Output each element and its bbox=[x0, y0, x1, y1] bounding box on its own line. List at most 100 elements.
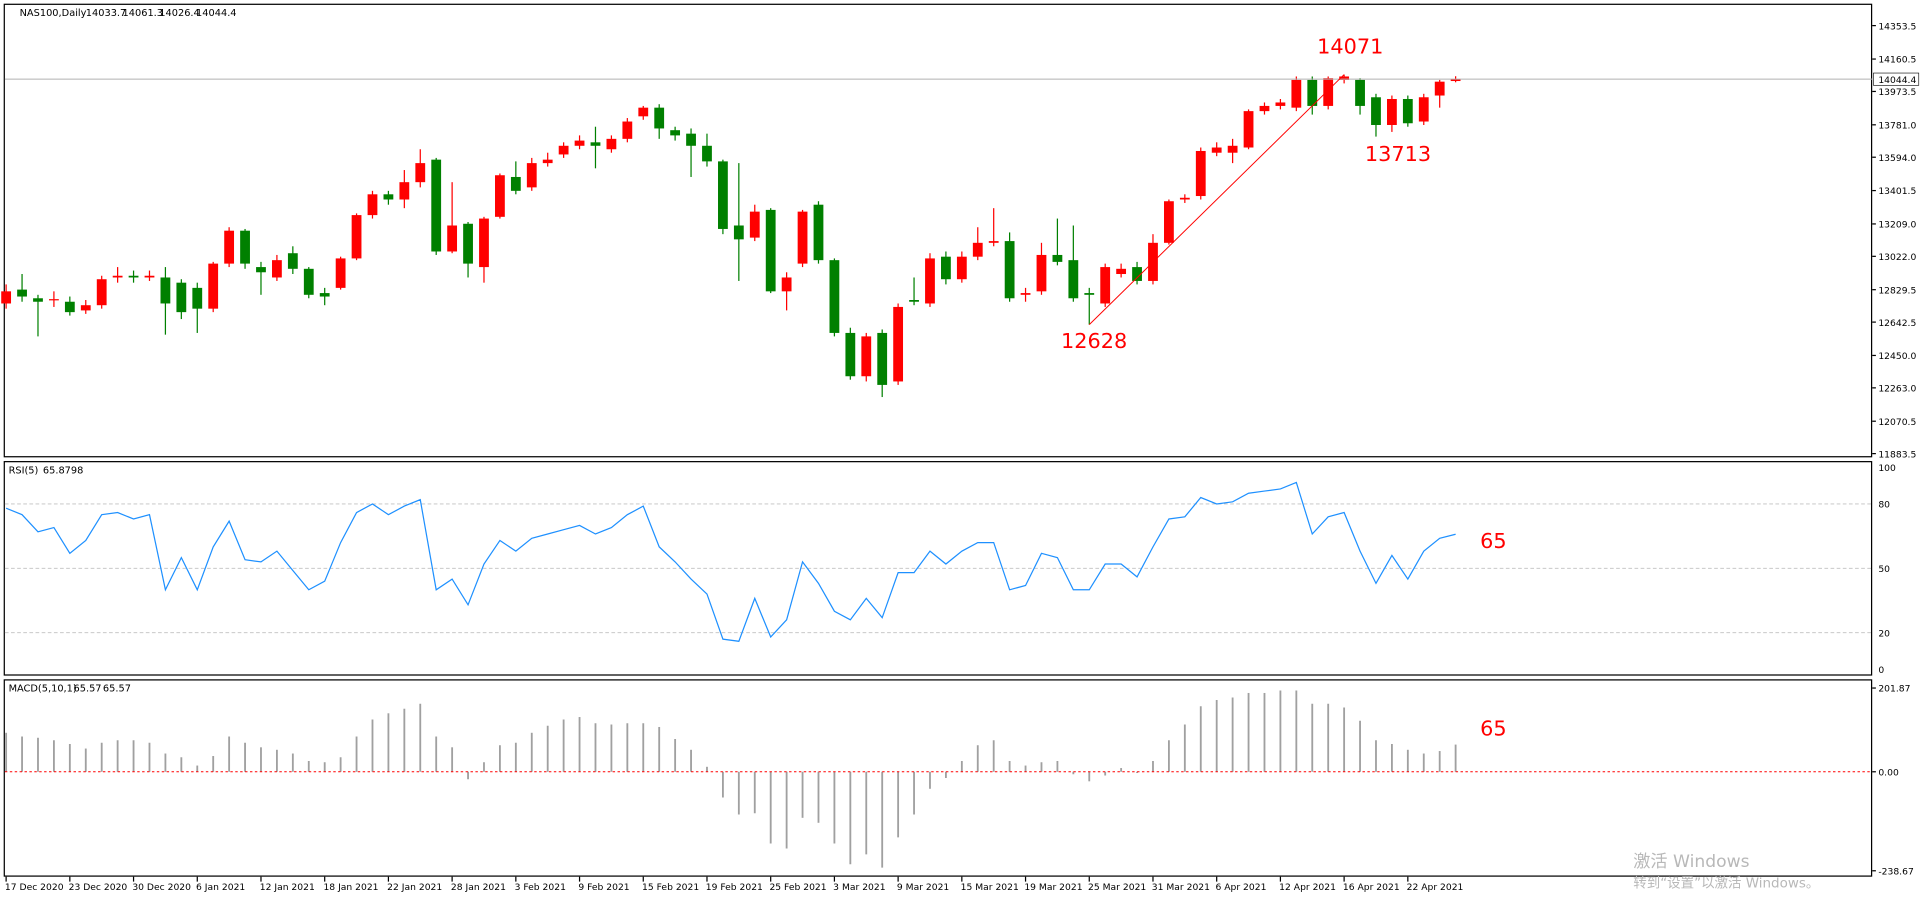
current-price-label: 14044.4 bbox=[1878, 75, 1916, 86]
macd-tick-label: 201.87 bbox=[1878, 684, 1910, 695]
candle-body bbox=[1418, 97, 1429, 122]
candle-body bbox=[941, 256, 951, 280]
candle-body bbox=[558, 145, 569, 155]
candle-body bbox=[1402, 98, 1413, 124]
candle-body bbox=[272, 260, 282, 278]
candle-body bbox=[893, 306, 904, 382]
y-tick-label: 14353.5 bbox=[1878, 21, 1916, 32]
candle-body bbox=[956, 256, 967, 280]
macd-name: MACD(5,10,1) bbox=[9, 684, 77, 695]
rsi-value: 65.8798 bbox=[43, 465, 84, 476]
candle-body bbox=[510, 176, 521, 191]
candle-body bbox=[1195, 150, 1206, 197]
candle-body bbox=[654, 107, 665, 129]
candle-body bbox=[160, 277, 171, 304]
candle-body bbox=[829, 260, 840, 333]
y-tick-label: 14160.5 bbox=[1878, 55, 1916, 66]
ohlc-open: 14033.7 bbox=[86, 8, 127, 19]
x-tick-label: 9 Mar 2021 bbox=[897, 882, 949, 893]
rsi-pane bbox=[3, 461, 1873, 676]
rsi-tick-label: 0 bbox=[1878, 665, 1884, 676]
x-tick-label: 19 Mar 2021 bbox=[1024, 882, 1082, 893]
macd-value: 65.57 bbox=[74, 684, 102, 695]
x-tick-label: 25 Feb 2021 bbox=[769, 882, 826, 893]
macd-tick-label: 0.00 bbox=[1878, 767, 1899, 778]
candle-body bbox=[1275, 102, 1286, 106]
candle-body bbox=[702, 145, 712, 162]
candle-body bbox=[1387, 98, 1397, 125]
candle-body bbox=[96, 279, 107, 306]
candle-body bbox=[367, 194, 378, 216]
ohlc-low: 14026.4 bbox=[159, 8, 200, 19]
candle-body bbox=[781, 277, 792, 292]
candle-body bbox=[718, 161, 728, 229]
candle-body bbox=[256, 267, 266, 273]
x-tick-label: 15 Feb 2021 bbox=[642, 882, 699, 893]
rsi-annotation: 65 bbox=[1480, 529, 1507, 553]
candle-body bbox=[1164, 201, 1174, 243]
rsi-name: RSI(5) bbox=[9, 465, 39, 476]
candle-body bbox=[17, 289, 27, 297]
candle-body bbox=[1211, 147, 1222, 153]
candle-body bbox=[765, 209, 776, 292]
candle-body bbox=[49, 299, 59, 301]
candle-body bbox=[877, 332, 888, 385]
candle-body bbox=[861, 336, 872, 377]
ohlc-close: 14044.4 bbox=[196, 8, 237, 19]
x-tick-label: 23 Dec 2020 bbox=[69, 882, 128, 893]
y-tick-label: 13401.5 bbox=[1878, 186, 1916, 197]
candle-body bbox=[303, 268, 314, 295]
y-tick-label: 12642.5 bbox=[1878, 318, 1916, 329]
watermark-title: 激活 Windows bbox=[1633, 852, 1749, 872]
candle-body bbox=[749, 211, 760, 238]
price-pane bbox=[3, 3, 1873, 458]
candle-body bbox=[1355, 79, 1365, 106]
candle-body bbox=[64, 301, 75, 313]
x-tick-label: 16 Apr 2021 bbox=[1343, 882, 1400, 893]
y-tick-label: 13209.0 bbox=[1878, 220, 1916, 231]
candle-body bbox=[845, 332, 856, 377]
candle-body bbox=[638, 107, 649, 117]
candle-body bbox=[1227, 145, 1238, 153]
macd-annotation: 65 bbox=[1480, 717, 1507, 741]
symbol-label: NAS100,Daily bbox=[20, 8, 87, 19]
candle-body bbox=[925, 258, 935, 304]
candle-body bbox=[319, 293, 330, 297]
current-price-box bbox=[1873, 72, 1920, 86]
macd-pane bbox=[3, 679, 1873, 877]
x-tick-label: 3 Mar 2021 bbox=[833, 882, 885, 893]
x-tick-label: 25 Mar 2021 bbox=[1088, 882, 1146, 893]
candle-body bbox=[447, 225, 458, 252]
candle-body bbox=[1371, 97, 1381, 125]
y-tick-label: 12263.0 bbox=[1878, 384, 1916, 395]
candle-body bbox=[1068, 260, 1079, 299]
x-tick-label: 17 Dec 2020 bbox=[5, 882, 64, 893]
price-annotation: 12628 bbox=[1061, 329, 1127, 353]
candle-body bbox=[176, 282, 187, 313]
candle-body bbox=[670, 130, 681, 136]
candle-body bbox=[1, 291, 12, 304]
candle-body bbox=[128, 275, 139, 278]
candle-body bbox=[909, 300, 919, 302]
candle-body bbox=[1084, 293, 1095, 295]
price-annotation: 13713 bbox=[1365, 142, 1431, 166]
candle-body bbox=[431, 159, 442, 252]
x-tick-label: 15 Mar 2021 bbox=[961, 882, 1019, 893]
x-tick-label: 22 Apr 2021 bbox=[1407, 882, 1464, 893]
x-tick-label: 31 Mar 2021 bbox=[1152, 882, 1210, 893]
candle-body bbox=[80, 305, 91, 311]
candle-body bbox=[590, 142, 601, 146]
candle-body bbox=[287, 253, 298, 269]
rsi-tick-label: 100 bbox=[1878, 463, 1896, 474]
macd-tick-label: -238.67 bbox=[1878, 866, 1914, 877]
candle-body bbox=[335, 258, 346, 288]
candle-body bbox=[622, 121, 633, 139]
candle-body bbox=[542, 159, 553, 164]
candle-body bbox=[526, 163, 537, 188]
y-tick-label: 13781.0 bbox=[1878, 120, 1916, 131]
trend-line bbox=[1088, 74, 1345, 325]
price-annotation: 14071 bbox=[1317, 35, 1383, 59]
x-tick-label: 18 Jan 2021 bbox=[323, 882, 378, 893]
candle-body bbox=[1434, 81, 1445, 96]
